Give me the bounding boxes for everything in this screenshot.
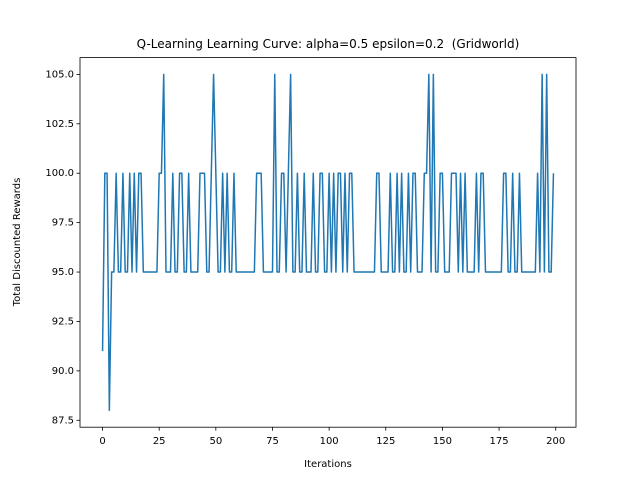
y-tick-label: 90.0 [52,366,74,377]
x-tick-label: 0 [99,436,105,447]
plot-frame [79,57,577,428]
y-tick-label: 92.5 [52,316,74,327]
x-tick-label: 50 [209,436,222,447]
x-tick-label: 75 [266,436,279,447]
data-line [101,73,555,412]
x-axis-label: Iterations [304,459,352,470]
x-tick-label: 100 [320,436,339,447]
x-tick-label: 125 [376,436,395,447]
y-tick-label: 95.0 [52,267,74,278]
y-tick-label: 102.5 [45,119,74,130]
chart-title: Q-Learning Learning Curve: alpha=0.5 eps… [137,37,520,51]
y-tick-label: 100.0 [45,168,74,179]
x-tick-label: 200 [546,436,565,447]
y-axis-label: Total Discounted Rewards [12,178,23,308]
y-tick-label: 97.5 [52,218,74,229]
x-tick-label: 25 [153,436,166,447]
x-tick-label: 150 [433,436,452,447]
y-tick-label: 87.5 [52,415,74,426]
y-tick-label: 105.0 [45,69,74,80]
x-tick-label: 175 [490,436,509,447]
